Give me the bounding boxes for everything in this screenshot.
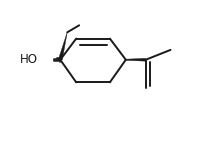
Polygon shape xyxy=(126,58,146,61)
Polygon shape xyxy=(58,32,67,60)
Text: HO: HO xyxy=(20,53,38,66)
